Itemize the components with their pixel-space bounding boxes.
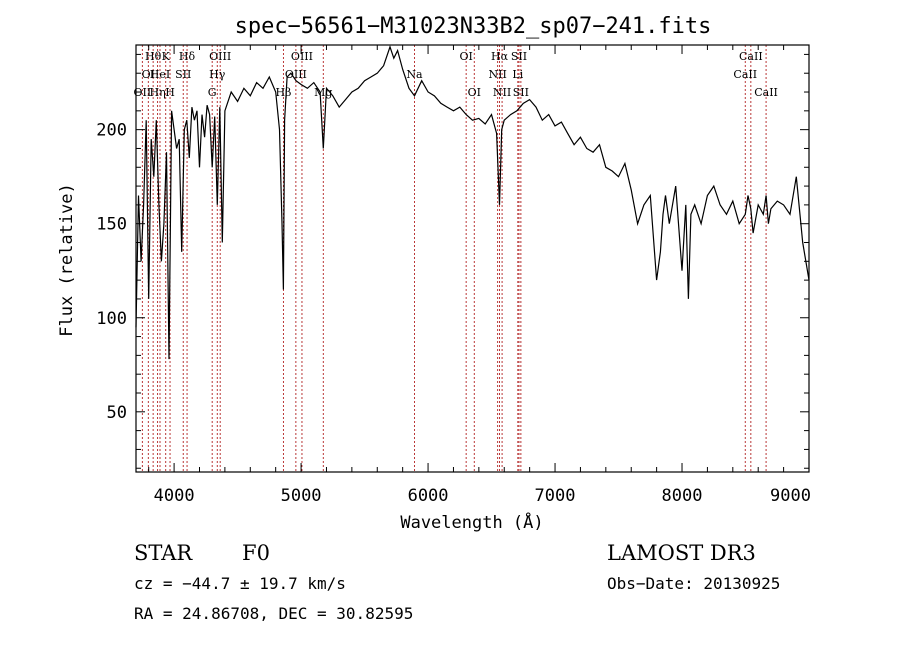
line-label: OI <box>468 86 481 99</box>
line-label: G <box>208 86 217 99</box>
line-label: Li <box>512 68 523 81</box>
line-label: Hη <box>149 86 165 99</box>
line-label: Hγ <box>209 68 226 81</box>
line-label: SII <box>511 50 527 63</box>
y-tick-label: 50 <box>107 403 127 423</box>
x-tick-label: 9000 <box>770 486 811 506</box>
y-axis-label: Flux (relative) <box>57 183 77 337</box>
x-tick-label: 6000 <box>408 486 449 506</box>
x-tick-label: 5000 <box>281 486 322 506</box>
survey-name: LAMOST DR3 <box>607 541 756 565</box>
line-label: OIII <box>291 50 313 63</box>
redshift-text: cz = −44.7 ± 19.7 km/s <box>134 574 346 593</box>
plot-frame <box>135 44 810 473</box>
x-tick-label: 7000 <box>535 486 576 506</box>
y-tick-label: 100 <box>96 309 127 329</box>
coordinates-text: RA = 24.86708, DEC = 30.82595 <box>134 604 413 623</box>
line-label: H <box>165 86 175 99</box>
obs-date-text: Obs−Date: 20130925 <box>607 574 780 593</box>
line-label: CaII <box>733 68 757 81</box>
line-label: SII <box>175 68 191 81</box>
spectral-line-markers <box>141 45 767 472</box>
x-tick-label: 4000 <box>154 486 195 506</box>
object-subclass: F0 <box>242 541 270 565</box>
x-axis-label: Wavelength (Å) <box>400 511 543 533</box>
line-label: CaII <box>739 50 763 63</box>
line-label: Hθ <box>145 50 162 63</box>
line-label: K <box>162 50 171 63</box>
line-label: OIII <box>285 68 307 81</box>
line-label: NII <box>488 68 506 81</box>
x-tick-label: 8000 <box>662 486 703 506</box>
line-label: Hδ <box>179 50 196 63</box>
line-label: CaII <box>754 86 778 99</box>
line-label: Hβ <box>275 86 291 99</box>
line-label: HeI <box>150 68 170 81</box>
x-axis-ticks: 4000 5000 6000 7000 8000 9000 <box>148 45 811 506</box>
line-label: OI <box>142 68 155 81</box>
line-label: NII <box>493 86 511 99</box>
object-class: STAR <box>134 541 193 565</box>
spectral-line-labels: OIIOIHθHηHeIKHSIIHδGHγOIIIHβOIIIOIIIMgNa… <box>133 50 777 99</box>
y-axis-ticks: 50 100 150 200 <box>96 53 809 469</box>
spectrum-series-line <box>135 45 810 360</box>
y-tick-label: 200 <box>96 121 127 141</box>
line-label: Na <box>406 68 423 81</box>
chart-title: spec−56561−M31023N33B2_sp07−241.fits <box>235 14 712 39</box>
line-label: OI <box>459 50 472 63</box>
line-label: SII <box>513 86 529 99</box>
line-label: OIII <box>209 50 231 63</box>
line-label: Hα <box>491 50 509 63</box>
line-label: OII <box>133 86 151 99</box>
y-tick-label: 150 <box>96 215 127 235</box>
